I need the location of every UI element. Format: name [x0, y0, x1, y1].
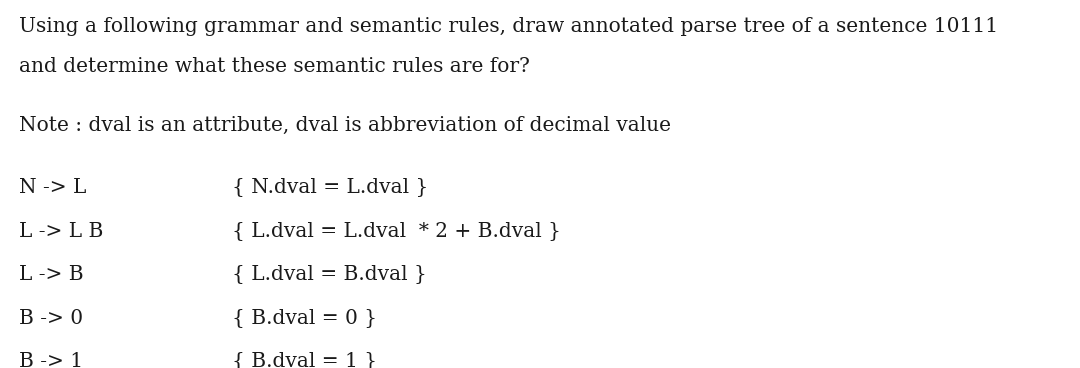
Text: { B.dval = 1 }: { B.dval = 1 } — [232, 352, 377, 368]
Text: L -> L B: L -> L B — [19, 222, 104, 241]
Text: B -> 1: B -> 1 — [19, 352, 83, 368]
Text: Using a following grammar and semantic rules, draw annotated parse tree of a sen: Using a following grammar and semantic r… — [19, 17, 999, 36]
Text: Note : dval is an attribute, dval is abbreviation of decimal value: Note : dval is an attribute, dval is abb… — [19, 116, 672, 135]
Text: { L.dval = B.dval }: { L.dval = B.dval } — [232, 265, 427, 284]
Text: and determine what these semantic rules are for?: and determine what these semantic rules … — [19, 57, 530, 76]
Text: N -> L: N -> L — [19, 178, 86, 198]
Text: { N.dval = L.dval }: { N.dval = L.dval } — [232, 178, 429, 198]
Text: B -> 0: B -> 0 — [19, 309, 83, 328]
Text: { L.dval = L.dval  * 2 + B.dval }: { L.dval = L.dval * 2 + B.dval } — [232, 222, 562, 241]
Text: { B.dval = 0 }: { B.dval = 0 } — [232, 309, 377, 328]
Text: L -> B: L -> B — [19, 265, 84, 284]
